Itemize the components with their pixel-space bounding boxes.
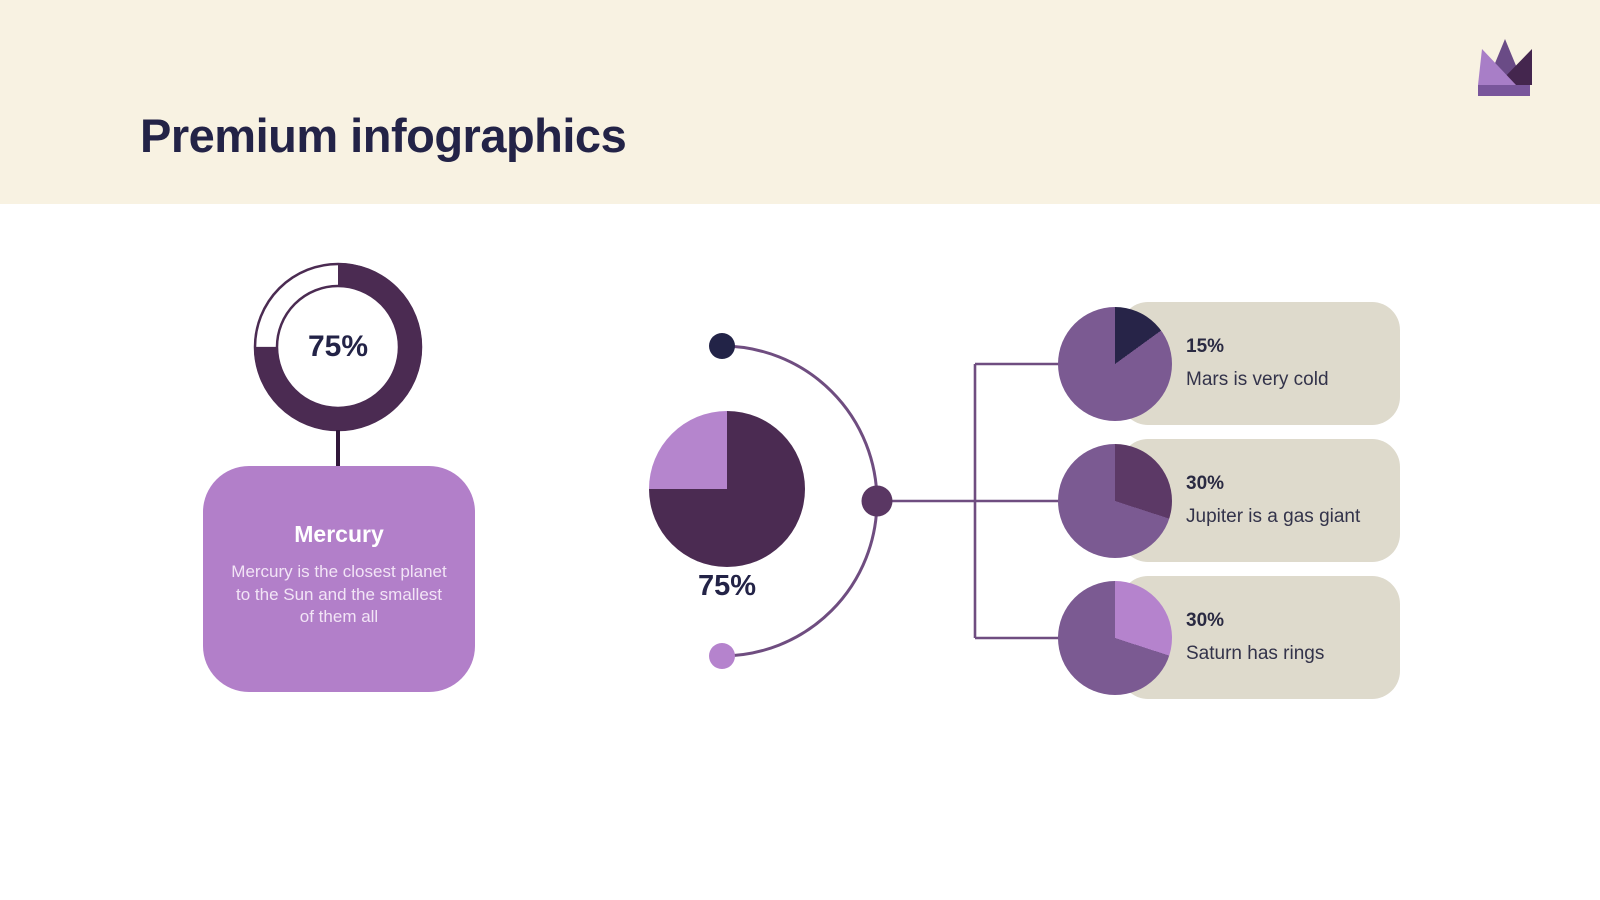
orbit-dot-top: [709, 333, 735, 359]
donut-arc-75: [254, 263, 422, 431]
center-pie-chart: [649, 411, 805, 567]
card-text: Jupiter is a gas giant: [1186, 506, 1361, 527]
saturn-pie-chart: [1058, 581, 1172, 695]
jupiter-pie-chart: [1058, 444, 1172, 558]
card-percentage: 30%: [1186, 610, 1225, 631]
card-percentage: 30%: [1186, 473, 1225, 494]
crown-icon: [1478, 39, 1532, 96]
card-text: Saturn has rings: [1186, 643, 1325, 664]
donut-card-stem-line: [336, 430, 340, 468]
header-band: Premium infographics: [0, 0, 1600, 204]
center-pie-percentage-label: 75%: [697, 570, 757, 602]
mercury-card-description: Mercury is the closest planet to the Sun…: [231, 562, 447, 627]
orbit-dot-bottom: [709, 643, 735, 669]
mercury-card-title: Mercury: [294, 521, 384, 548]
info-card-mars: 15% Mars is very cold: [1120, 302, 1400, 425]
mars-pie-chart: [1058, 307, 1172, 421]
card-percentage: 15%: [1186, 336, 1225, 357]
page-title: Premium infographics: [140, 109, 627, 162]
orbit-dot-middle: [861, 485, 893, 517]
mercury-card: Mercury Mercury is the closest planet to…: [203, 466, 475, 692]
card-text: Mars is very cold: [1186, 369, 1329, 390]
donut-percentage-label: 75%: [307, 330, 369, 363]
